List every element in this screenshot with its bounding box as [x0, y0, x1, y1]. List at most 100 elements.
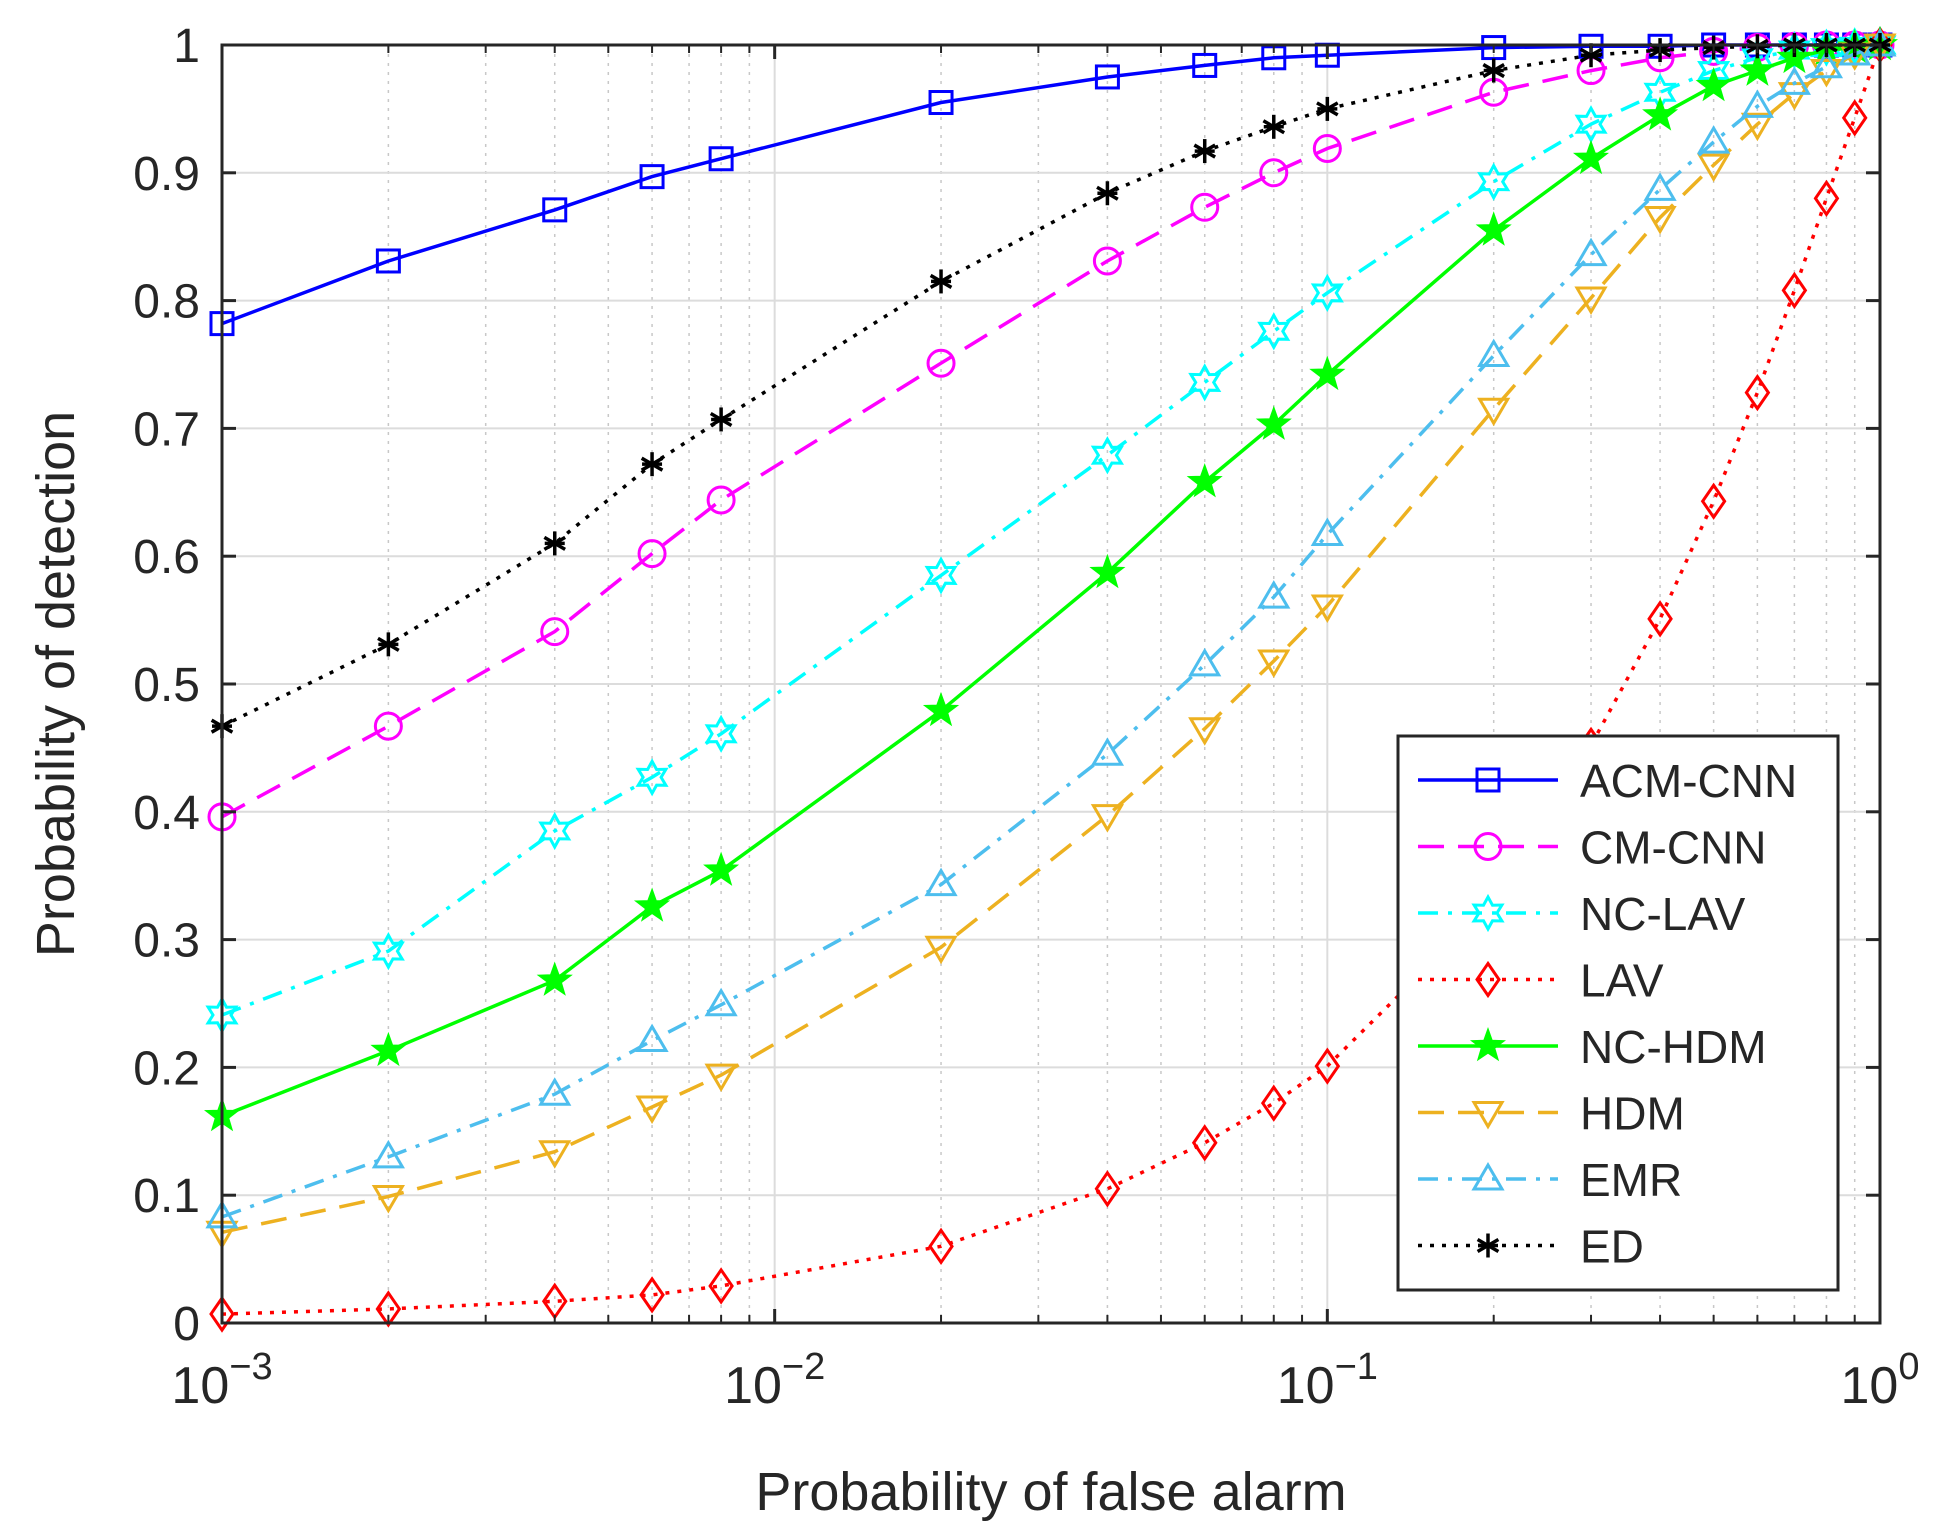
- data-point-emr: [635, 1023, 669, 1053]
- data-point-emr: [1090, 737, 1125, 766]
- data-point-hdm: [1740, 112, 1775, 142]
- data-point-lav: [1841, 99, 1868, 137]
- data-point-ed: [640, 452, 664, 477]
- data-point-nc-lav: [371, 931, 405, 971]
- series-emr: [205, 28, 1897, 1229]
- data-point-nc-lav: [1188, 363, 1222, 402]
- data-point-acm-cnn: [928, 90, 954, 116]
- data-point-emr: [1740, 89, 1775, 118]
- y-axis-label: Probability of detection: [26, 411, 86, 957]
- data-point-hdm: [1257, 649, 1291, 678]
- x-tick-label: 10−1: [1277, 1346, 1378, 1415]
- data-point-cm-cnn: [1312, 134, 1342, 164]
- data-point-hdm: [1574, 286, 1608, 316]
- data-point-nc-hdm: [536, 961, 573, 996]
- series-line-emr: [221, 43, 1881, 1219]
- data-point-emr: [1809, 49, 1844, 79]
- data-point-hdm: [1188, 717, 1222, 746]
- data-point-cm-cnn: [1092, 246, 1122, 276]
- data-point-nc-hdm: [703, 851, 740, 886]
- data-point-nc-hdm: [1309, 355, 1346, 391]
- data-point-cm-cnn: [926, 348, 956, 378]
- x-axis-label: Probability of false alarm: [755, 1462, 1346, 1522]
- data-point-nc-hdm: [1739, 51, 1776, 86]
- legend-entry-emr: EMR: [1418, 1154, 1682, 1206]
- data-point-emr: [1310, 517, 1344, 546]
- y-tick-label: 0: [173, 1298, 200, 1351]
- series-line-lav: [221, 44, 1882, 1316]
- data-point-lav: [639, 1276, 665, 1314]
- data-point-acm-cnn: [1481, 35, 1507, 61]
- data-point-hdm: [1477, 397, 1511, 427]
- data-point-emr: [538, 1077, 572, 1106]
- data-point-lav: [1260, 1084, 1287, 1122]
- series-line-hdm: [221, 43, 1881, 1235]
- y-tick-label: 0.6: [133, 531, 200, 584]
- data-point-nc-lav: [1257, 312, 1291, 351]
- y-tick-label: 0.5: [133, 659, 200, 712]
- data-point-nc-lav: [538, 811, 572, 851]
- data-point-lav: [1744, 373, 1771, 412]
- data-point-nc-hdm: [1695, 66, 1732, 102]
- legend-label: ACM-CNN: [1580, 755, 1797, 807]
- data-point-hdm: [1643, 206, 1677, 235]
- data-point-hdm: [635, 1095, 669, 1124]
- data-point-lav: [1700, 482, 1727, 520]
- data-point-hdm: [704, 1063, 738, 1093]
- data-point-nc-hdm: [1186, 463, 1223, 498]
- data-point-emr: [371, 1139, 405, 1169]
- data-point-lav: [1647, 600, 1673, 638]
- data-point-emr: [1574, 237, 1608, 267]
- data-point-nc-lav: [1777, 30, 1811, 70]
- data-point-cm-cnn: [540, 617, 570, 647]
- y-tick-label: 0.8: [133, 276, 200, 329]
- data-point-ed: [1316, 96, 1339, 121]
- legend-entry-nc-lav: NC-LAV: [1418, 888, 1746, 940]
- data-point-ed: [1193, 139, 1216, 164]
- data-point-hdm: [371, 1184, 405, 1214]
- legend-label: CM-CNN: [1580, 822, 1767, 874]
- legend-label: NC-LAV: [1580, 888, 1746, 940]
- data-point-ed: [543, 531, 567, 556]
- legend-label: LAV: [1580, 955, 1664, 1007]
- y-tick-label: 0.4: [133, 787, 200, 840]
- data-point-cm-cnn: [1259, 158, 1289, 188]
- legend-marker: [1469, 1027, 1507, 1062]
- y-tick-label: 1: [173, 20, 200, 73]
- data-point-nc-lav: [1477, 162, 1511, 201]
- legend-label: HDM: [1580, 1088, 1685, 1140]
- legend-label: NC-HDM: [1580, 1021, 1767, 1073]
- legend-marker: [1473, 832, 1503, 861]
- data-point-cm-cnn: [706, 485, 736, 515]
- data-point-emr: [1257, 580, 1291, 609]
- data-point-nc-lav: [704, 714, 738, 753]
- data-point-ed: [709, 407, 733, 432]
- data-point-nc-lav: [1090, 436, 1125, 475]
- data-point-ed: [1482, 58, 1505, 83]
- data-point-cm-cnn: [373, 711, 403, 741]
- x-tick-label: 100: [1841, 1346, 1920, 1415]
- data-point-ed: [377, 632, 400, 657]
- legend: ACM-CNN CM-CNN NC-LAV LAV NC-HDM HDM EMR ED: [1396, 734, 1840, 1292]
- data-point-ed: [929, 269, 953, 294]
- legend-entry-nc-hdm: NC-HDM: [1418, 1021, 1767, 1073]
- y-tick-label: 0.3: [133, 915, 200, 968]
- data-point-lav: [375, 1290, 402, 1328]
- data-point-nc-hdm: [633, 887, 671, 922]
- data-point-cm-cnn: [637, 539, 667, 569]
- data-point-emr: [704, 987, 738, 1017]
- data-point-acm-cnn: [542, 197, 568, 223]
- data-point-nc-lav: [635, 758, 669, 797]
- data-point-hdm: [538, 1140, 572, 1169]
- data-point-acm-cnn: [708, 146, 734, 172]
- legend-marker: [1476, 1233, 1500, 1258]
- legend-label: ED: [1580, 1221, 1644, 1273]
- data-point-acm-cnn: [639, 164, 665, 190]
- x-tick-label: 10−2: [724, 1346, 825, 1415]
- legend-marker: [1475, 960, 1501, 999]
- data-point-nc-hdm: [1642, 96, 1679, 131]
- legend-label: EMR: [1580, 1154, 1682, 1206]
- data-point-nc-hdm: [1572, 139, 1610, 175]
- legend-box: [1396, 734, 1840, 1292]
